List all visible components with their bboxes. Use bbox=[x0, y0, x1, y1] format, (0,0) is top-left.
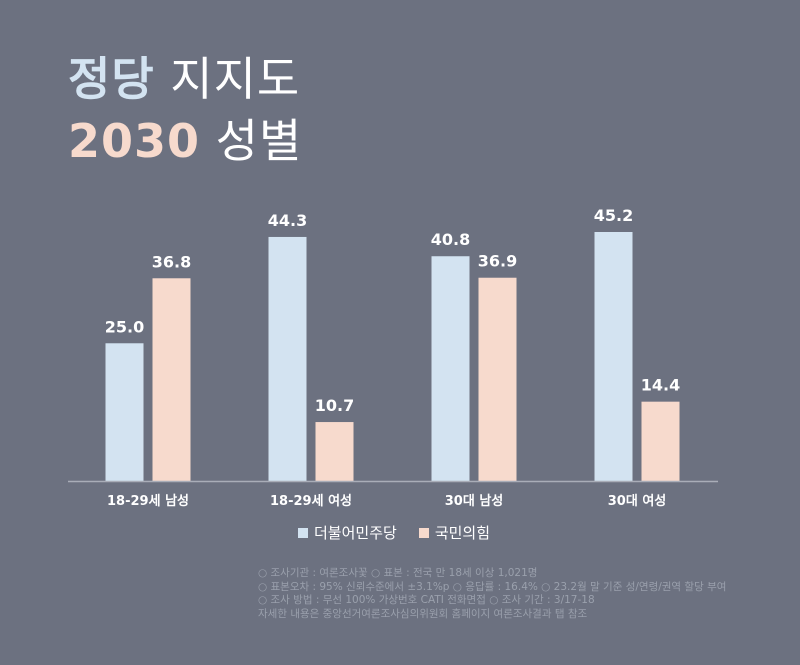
chart-title: 정당 지지도 2030 성별 bbox=[68, 48, 302, 172]
title-highlight-1: 정당 bbox=[68, 52, 155, 106]
data-label-democratic-3: 40.8 bbox=[431, 230, 470, 249]
data-label-ppp-1: 36.8 bbox=[152, 252, 191, 271]
legend: 더불어민주당 국민의힘 bbox=[298, 522, 490, 543]
bar-ppp-2 bbox=[315, 422, 354, 481]
bar-ppp-1 bbox=[152, 278, 191, 481]
legend-label-democratic: 더불어민주당 bbox=[314, 524, 397, 542]
data-label-ppp-4: 14.4 bbox=[641, 376, 680, 395]
legend-item-democratic: 더불어민주당 bbox=[298, 522, 397, 543]
category-label-2: 18-29세 여성 bbox=[270, 493, 352, 509]
note-line: ○ 조사 방법 : 무선 100% 가상번호 CATI 전화면접 ○ 조사 기간… bbox=[258, 594, 595, 606]
note-line: ○ 조사기관 : 여론조사꽃 ○ 표본 : 전국 만 18세 이상 1,021명 bbox=[258, 567, 538, 579]
data-label-democratic-1: 25.0 bbox=[105, 317, 144, 336]
note-line: ○ 표본오차 : 95% 신뢰수준에서 ±3.1%p ○ 응답률 : 16.4%… bbox=[258, 580, 727, 593]
legend-label-ppp: 국민의힘 bbox=[434, 524, 491, 542]
title-rest-2: 성별 bbox=[200, 114, 303, 168]
title-highlight-2: 2030 bbox=[68, 114, 201, 168]
data-label-ppp-2: 10.7 bbox=[315, 396, 354, 415]
bar-democratic-4 bbox=[594, 232, 633, 481]
category-label-4: 30대 여성 bbox=[608, 493, 667, 509]
bar-ppp-4 bbox=[641, 401, 680, 481]
legend-swatch-democratic bbox=[298, 527, 308, 538]
data-label-ppp-3: 36.9 bbox=[478, 252, 517, 271]
data-label-democratic-2: 44.3 bbox=[268, 211, 307, 230]
survey-notes: ○ 조사기관 : 여론조사꽃 ○ 표본 : 전국 만 18세 이상 1,021명… bbox=[258, 567, 778, 621]
legend-swatch-ppp bbox=[418, 527, 429, 538]
bar-democratic-3 bbox=[431, 256, 470, 481]
category-label-3: 30대 남성 bbox=[445, 493, 504, 509]
bar-ppp-3 bbox=[478, 277, 517, 481]
bar-democratic-2 bbox=[268, 236, 307, 481]
bar-democratic-1 bbox=[105, 343, 144, 481]
category-label-1: 18-29세 남성 bbox=[107, 493, 189, 509]
legend-item-ppp: 국민의힘 bbox=[418, 522, 491, 543]
note-line: 자세한 내용은 중앙선거여론조사심의위원회 홈페이지 여론조사결과 탭 참조 bbox=[258, 607, 588, 620]
data-label-democratic-4: 45.2 bbox=[594, 206, 633, 225]
title-rest-1: 지지도 bbox=[154, 52, 301, 106]
